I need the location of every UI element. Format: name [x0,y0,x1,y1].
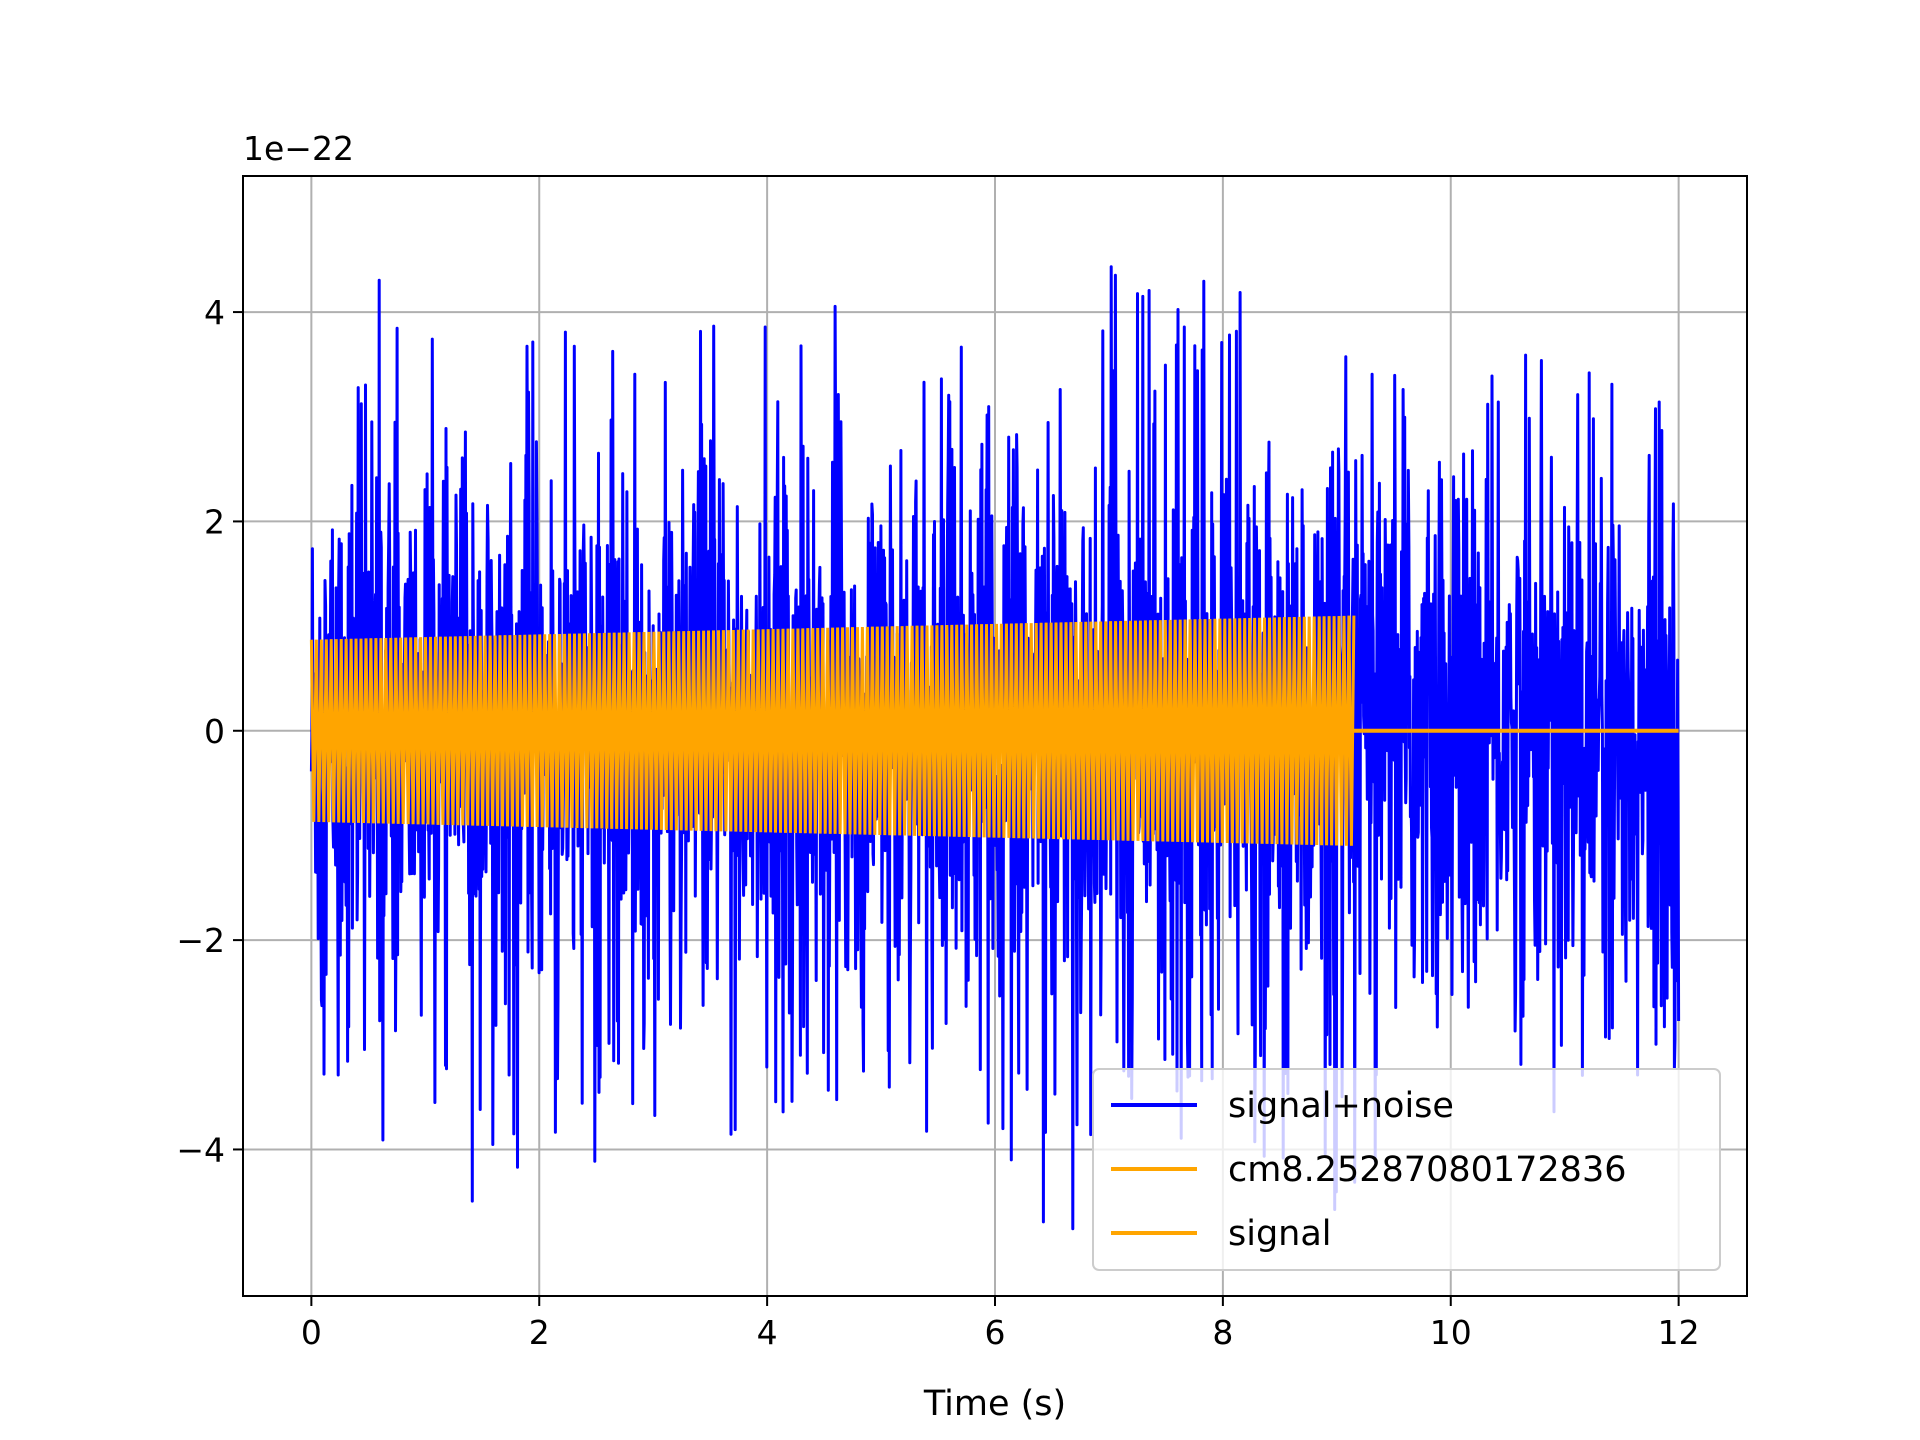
y-offset-text: 1e−22 [243,129,354,168]
legend-label: signal+noise [1228,1086,1454,1126]
x-tick-label: 2 [529,1313,550,1352]
x-tick-label: 12 [1658,1313,1700,1352]
legend: signal+noise cm8.25287080172836 signal [1092,1068,1721,1271]
y-tick-label: −4 [176,1130,225,1169]
ticks: 0 2 4 6 8 10 12 −4 −2 0 2 4 [176,293,1699,1352]
y-tick-label: −2 [176,921,225,960]
plot-area [309,265,1681,1231]
y-tick-label: 0 [204,712,225,751]
y-tick-label: 4 [204,293,225,332]
x-tick-label: 6 [985,1313,1006,1352]
x-tick-label: 4 [757,1313,778,1352]
legend-box [1092,1068,1721,1271]
x-tick-label: 10 [1430,1313,1472,1352]
y-tick-label: 2 [204,502,225,541]
x-tick-label: 8 [1212,1313,1233,1352]
legend-label: signal [1228,1214,1332,1254]
legend-label: cm8.25287080172836 [1228,1150,1626,1190]
series-cm-chirp-line [309,615,1356,846]
x-axis-label: Time (s) [923,1384,1066,1424]
x-tick-label: 0 [301,1313,322,1352]
